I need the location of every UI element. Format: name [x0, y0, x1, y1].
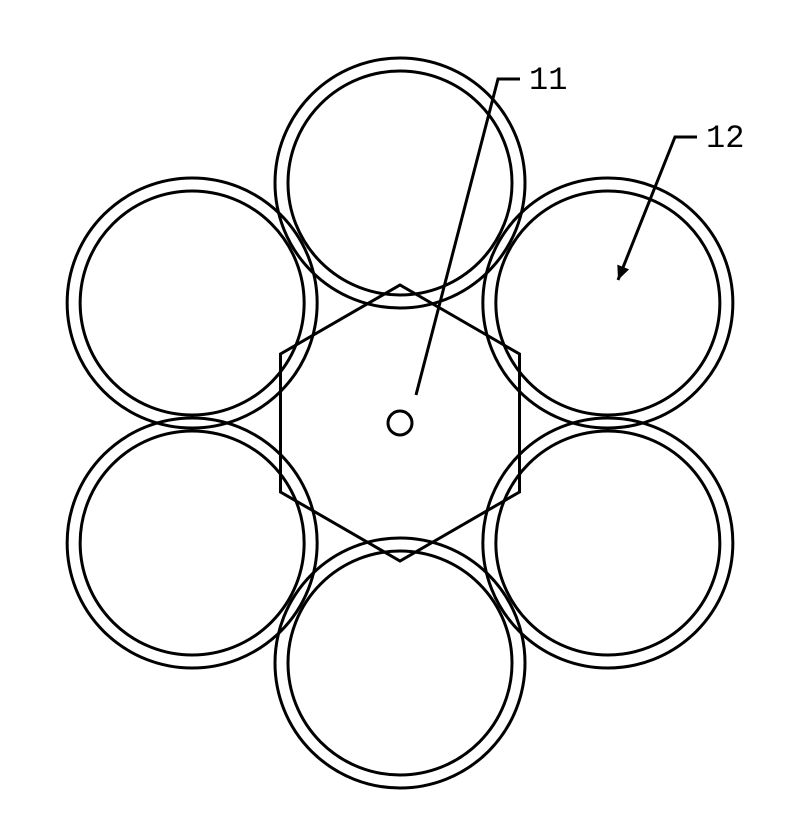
ring-inner-icon — [80, 191, 304, 415]
labels-group: 11 12 — [529, 62, 744, 157]
ring-inner-icon — [288, 71, 512, 295]
center-hole-icon — [388, 411, 412, 435]
ring-inner-icon — [496, 191, 720, 415]
outer-rings-group — [67, 58, 733, 788]
ring-inner-icon — [288, 551, 512, 775]
diagram-canvas: 11 12 — [0, 0, 800, 823]
callout-label-11: 11 — [529, 62, 567, 99]
ring-inner-icon — [496, 431, 720, 655]
leader-line-12 — [618, 137, 697, 280]
ring-inner-icon — [80, 431, 304, 655]
leader-lines-group — [416, 79, 697, 395]
callout-label-12: 12 — [706, 120, 744, 157]
